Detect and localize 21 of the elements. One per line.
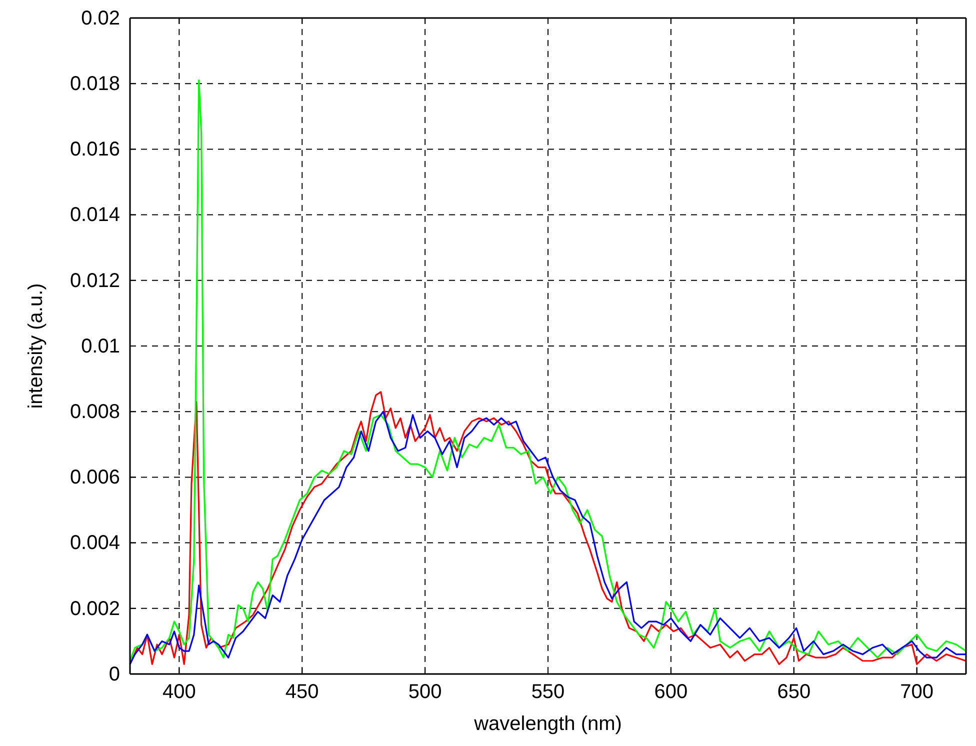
y-tick-label: 0 [108,663,120,686]
y-tick-label: 0.016 [70,138,120,161]
y-tick-label: 0.004 [70,532,120,554]
x-tick-label: 550 [531,681,565,704]
y-tick-label: 0.01 [81,335,120,358]
y-tick-label: 0.02 [81,7,120,30]
y-tick-label: 0.002 [70,598,120,620]
y-tick-label: 0.006 [70,466,120,489]
y-tick-label: 0.018 [70,73,120,95]
y-tick-label: 0.012 [70,270,120,292]
y-tick-label: 0.014 [70,204,120,226]
x-tick-label: 500 [408,681,442,704]
x-tick-label: 400 [162,681,196,704]
x-tick-label: 650 [777,681,811,704]
y-axis-title: intensity (a.u.) [25,283,47,409]
line-series [129,80,967,662]
y-tick-label: 0.008 [70,401,120,423]
x-tick-label: 700 [900,681,934,704]
x-axis-title: wavelength (nm) [473,713,622,735]
x-tick-label: 450 [285,681,319,704]
x-tick-label: 600 [654,681,688,704]
